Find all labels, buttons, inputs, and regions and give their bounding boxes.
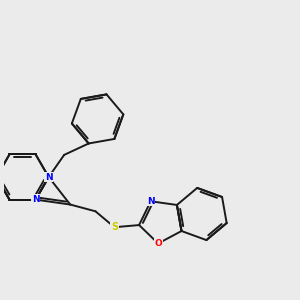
Text: N: N (32, 195, 39, 204)
Text: N: N (147, 197, 154, 206)
Text: S: S (111, 222, 118, 232)
Text: N: N (45, 172, 52, 182)
Text: O: O (154, 239, 162, 248)
